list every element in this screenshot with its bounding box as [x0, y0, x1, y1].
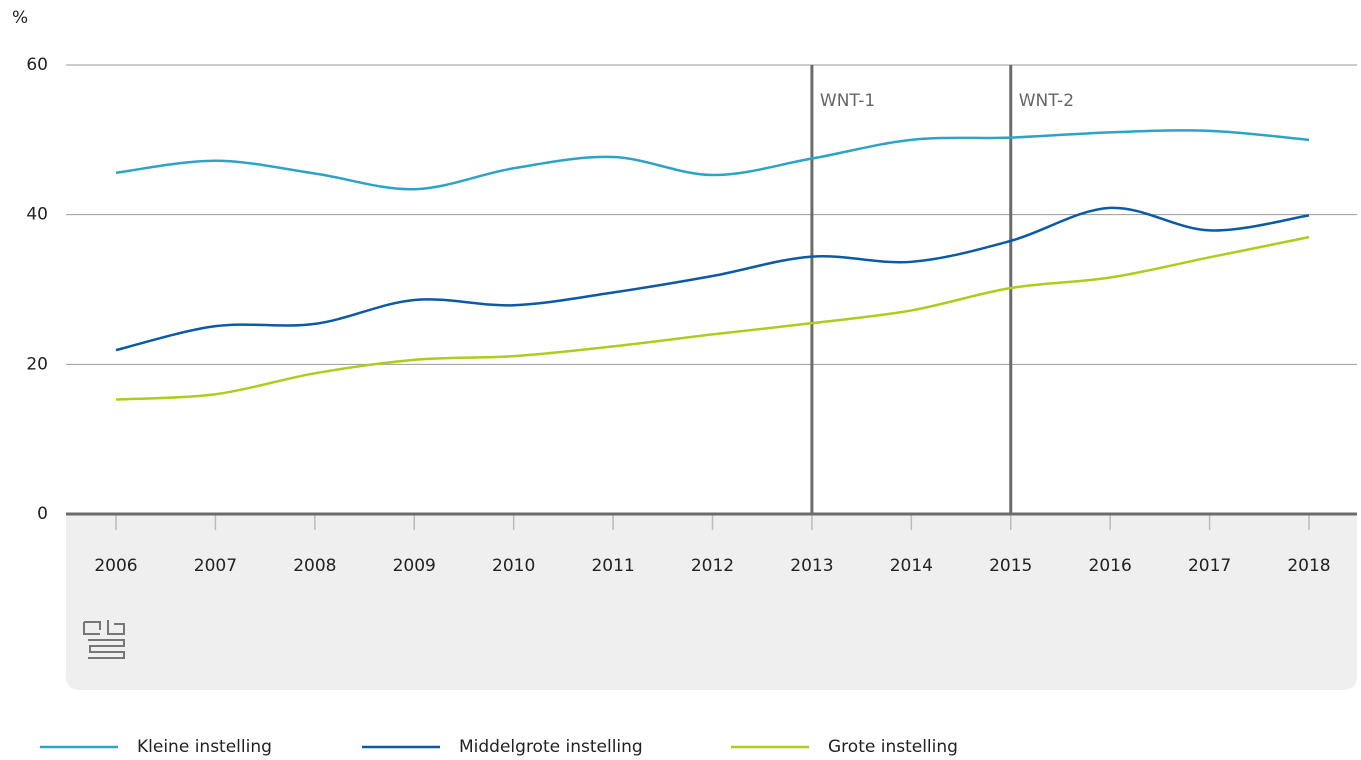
legend-label: Grote instelling — [828, 737, 958, 757]
x-tick-label: 2008 — [293, 556, 336, 576]
cbs-logo — [83, 620, 125, 659]
x-tick-label: 2012 — [691, 556, 734, 576]
y-tick-label: 0 — [37, 504, 48, 524]
x-tick-label: 2018 — [1287, 556, 1330, 576]
x-tick-label: 2016 — [1089, 556, 1132, 576]
legend-label: Kleine instelling — [137, 737, 272, 757]
x-tick-label: 2011 — [591, 556, 634, 576]
y-tick-label: 20 — [26, 354, 48, 374]
x-tick-label: 2007 — [194, 556, 237, 576]
x-tick-label: 2010 — [492, 556, 535, 576]
x-tick-label: 2009 — [393, 556, 436, 576]
y-tick-label: 60 — [26, 55, 48, 75]
y-axis-label: % — [12, 8, 28, 28]
x-tick-label: 2006 — [94, 556, 137, 576]
x-tick-label: 2014 — [890, 556, 933, 576]
series-line — [115, 235, 1310, 401]
x-tick-label: 2013 — [790, 556, 833, 576]
annotation-label: WNT-2 — [1019, 91, 1074, 111]
x-axis-band — [66, 514, 1357, 690]
x-tick-label: 2017 — [1188, 556, 1231, 576]
legend-label: Middelgrote instelling — [459, 737, 643, 757]
series-line — [115, 206, 1310, 352]
series-line — [115, 129, 1310, 191]
y-tick-label: 40 — [26, 205, 48, 225]
annotation-label: WNT-1 — [820, 91, 875, 111]
x-tick-label: 2015 — [989, 556, 1032, 576]
